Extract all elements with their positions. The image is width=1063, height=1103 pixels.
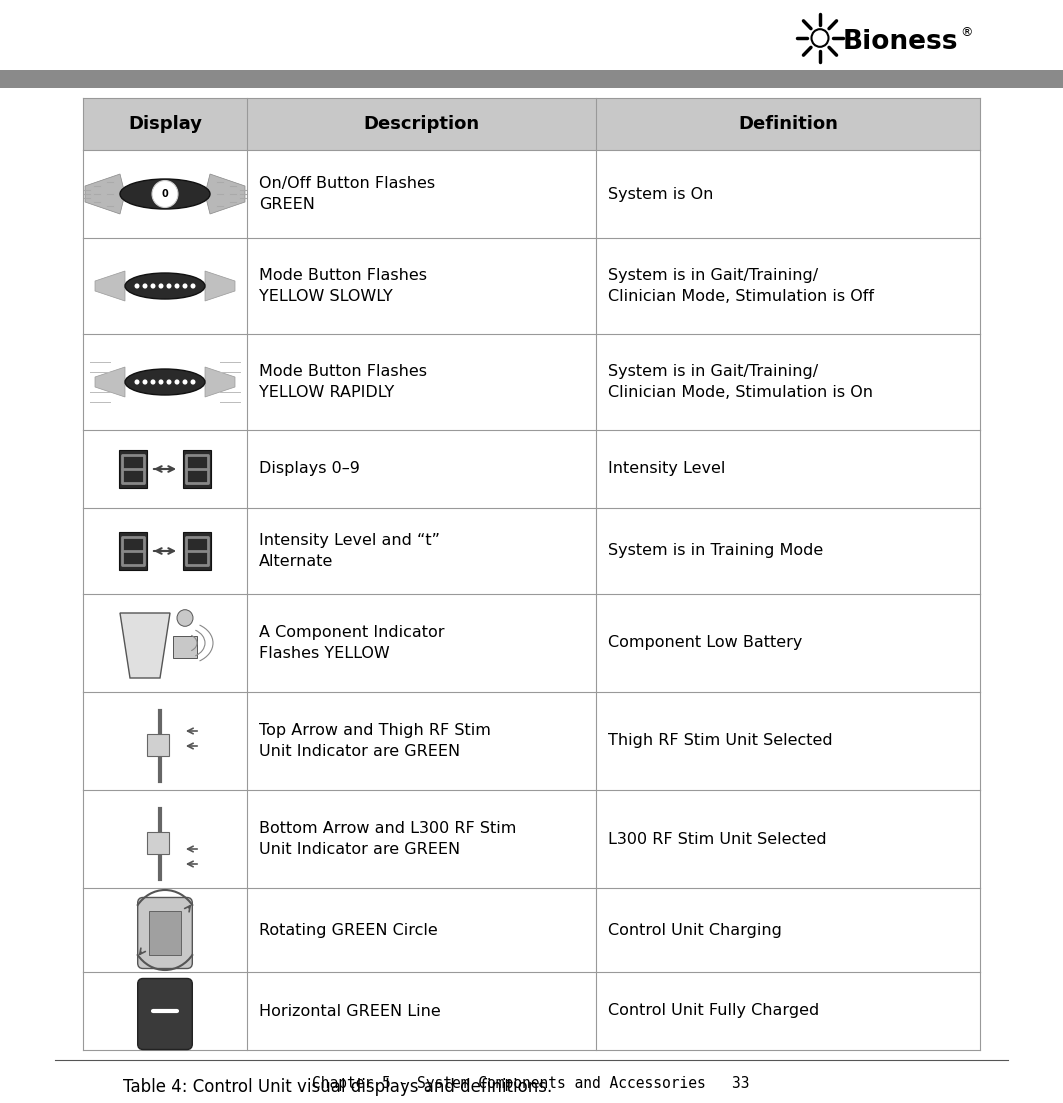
FancyBboxPatch shape bbox=[83, 888, 980, 972]
Text: Rotating GREEN Circle: Rotating GREEN Circle bbox=[259, 922, 438, 938]
Ellipse shape bbox=[125, 274, 205, 299]
FancyBboxPatch shape bbox=[119, 532, 147, 570]
Ellipse shape bbox=[125, 370, 205, 395]
Text: ®: ® bbox=[960, 26, 973, 39]
FancyBboxPatch shape bbox=[83, 508, 980, 595]
Circle shape bbox=[158, 283, 164, 289]
Circle shape bbox=[167, 283, 171, 289]
Text: System is On: System is On bbox=[608, 186, 713, 202]
FancyBboxPatch shape bbox=[119, 450, 147, 488]
Circle shape bbox=[158, 379, 164, 385]
Text: Bioness: Bioness bbox=[843, 29, 959, 55]
Text: System is in Gait/Training/
Clinician Mode, Stimulation is Off: System is in Gait/Training/ Clinician Mo… bbox=[608, 268, 874, 304]
Circle shape bbox=[135, 283, 139, 289]
Text: Description: Description bbox=[364, 115, 479, 133]
Polygon shape bbox=[205, 271, 235, 301]
Circle shape bbox=[178, 610, 193, 627]
Text: Definition: Definition bbox=[738, 115, 838, 133]
Text: 0: 0 bbox=[162, 189, 168, 199]
Text: Component Low Battery: Component Low Battery bbox=[608, 635, 803, 651]
FancyBboxPatch shape bbox=[147, 733, 169, 756]
Text: Displays 0–9: Displays 0–9 bbox=[259, 461, 360, 476]
FancyBboxPatch shape bbox=[83, 334, 980, 430]
Polygon shape bbox=[95, 271, 125, 301]
Text: Bottom Arrow and L300 RF Stim
Unit Indicator are GREEN: Bottom Arrow and L300 RF Stim Unit Indic… bbox=[259, 821, 517, 857]
Text: Intensity Level and “t”
Alternate: Intensity Level and “t” Alternate bbox=[259, 533, 440, 569]
Circle shape bbox=[183, 283, 187, 289]
Circle shape bbox=[174, 283, 180, 289]
Text: On/Off Button Flashes
GREEN: On/Off Button Flashes GREEN bbox=[259, 176, 435, 212]
Polygon shape bbox=[120, 613, 170, 678]
Ellipse shape bbox=[120, 179, 210, 208]
Text: Top Arrow and Thigh RF Stim
Unit Indicator are GREEN: Top Arrow and Thigh RF Stim Unit Indicat… bbox=[259, 722, 491, 759]
Polygon shape bbox=[85, 174, 125, 214]
Circle shape bbox=[190, 283, 196, 289]
Text: Control Unit Charging: Control Unit Charging bbox=[608, 922, 782, 938]
Circle shape bbox=[151, 283, 155, 289]
Text: A Component Indicator
Flashes YELLOW: A Component Indicator Flashes YELLOW bbox=[259, 625, 444, 661]
Circle shape bbox=[142, 283, 148, 289]
FancyBboxPatch shape bbox=[83, 595, 980, 692]
Circle shape bbox=[142, 379, 148, 385]
FancyBboxPatch shape bbox=[149, 911, 181, 955]
Text: System is in Gait/Training/
Clinician Mode, Stimulation is On: System is in Gait/Training/ Clinician Mo… bbox=[608, 364, 873, 400]
Circle shape bbox=[174, 379, 180, 385]
Polygon shape bbox=[205, 367, 235, 397]
FancyBboxPatch shape bbox=[83, 692, 980, 790]
FancyBboxPatch shape bbox=[83, 150, 980, 238]
Text: Mode Button Flashes
YELLOW RAPIDLY: Mode Button Flashes YELLOW RAPIDLY bbox=[259, 364, 427, 400]
Text: Mode Button Flashes
YELLOW SLOWLY: Mode Button Flashes YELLOW SLOWLY bbox=[259, 268, 427, 304]
Circle shape bbox=[183, 379, 187, 385]
FancyBboxPatch shape bbox=[83, 972, 980, 1050]
Circle shape bbox=[167, 379, 171, 385]
Circle shape bbox=[152, 181, 178, 207]
Text: Table 4: Control Unit visual displays and definitions.: Table 4: Control Unit visual displays an… bbox=[123, 1078, 553, 1096]
Circle shape bbox=[190, 379, 196, 385]
FancyBboxPatch shape bbox=[83, 430, 980, 508]
Circle shape bbox=[151, 379, 155, 385]
Text: Control Unit Fully Charged: Control Unit Fully Charged bbox=[608, 1004, 820, 1018]
Text: Chapter 5 - System Components and Accessories   33: Chapter 5 - System Components and Access… bbox=[313, 1077, 749, 1091]
FancyBboxPatch shape bbox=[83, 98, 980, 150]
Circle shape bbox=[811, 29, 828, 46]
FancyBboxPatch shape bbox=[138, 898, 192, 968]
Polygon shape bbox=[205, 174, 244, 214]
Text: Intensity Level: Intensity Level bbox=[608, 461, 725, 476]
FancyBboxPatch shape bbox=[173, 636, 197, 658]
Text: System is in Training Mode: System is in Training Mode bbox=[608, 544, 823, 558]
FancyBboxPatch shape bbox=[183, 532, 210, 570]
Text: Thigh RF Stim Unit Selected: Thigh RF Stim Unit Selected bbox=[608, 733, 832, 749]
FancyBboxPatch shape bbox=[147, 832, 169, 854]
Text: Display: Display bbox=[128, 115, 202, 133]
FancyBboxPatch shape bbox=[138, 978, 192, 1050]
FancyBboxPatch shape bbox=[0, 69, 1063, 88]
Text: Horizontal GREEN Line: Horizontal GREEN Line bbox=[259, 1004, 441, 1018]
Text: L300 RF Stim Unit Selected: L300 RF Stim Unit Selected bbox=[608, 832, 827, 846]
Polygon shape bbox=[95, 367, 125, 397]
FancyBboxPatch shape bbox=[83, 790, 980, 888]
FancyBboxPatch shape bbox=[183, 450, 210, 488]
FancyBboxPatch shape bbox=[83, 238, 980, 334]
Circle shape bbox=[135, 379, 139, 385]
